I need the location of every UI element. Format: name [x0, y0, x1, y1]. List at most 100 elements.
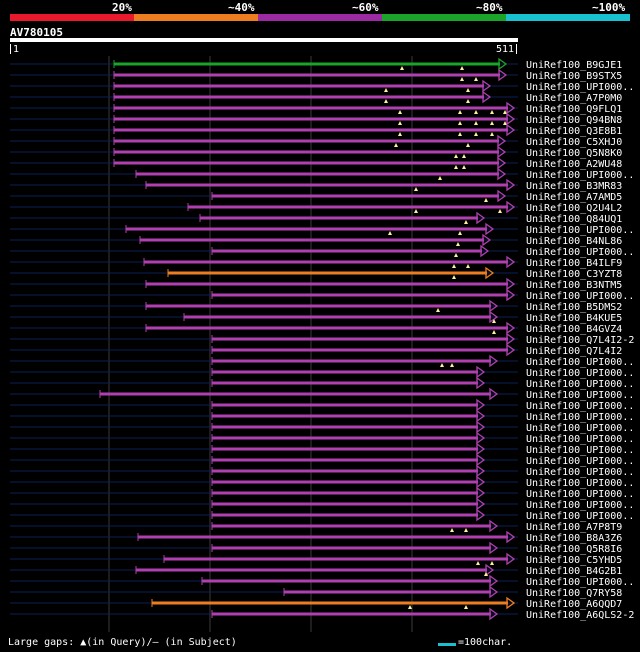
- query-gap-marker: [492, 319, 496, 323]
- hit-arrow-head: [497, 145, 507, 159]
- footer-gap-legend: Large gaps: ▲(in Query)/— (in Subject): [8, 637, 237, 648]
- hit-label: UniRef100_B4NL86: [526, 236, 622, 247]
- query-gap-marker: [384, 88, 388, 92]
- query-gap-marker: [490, 132, 494, 136]
- hit-bar: [212, 436, 478, 440]
- query-gap-marker: [458, 110, 462, 114]
- hit-arrow-head: [489, 387, 499, 401]
- hit-label: UniRef100_UPI000..: [526, 390, 634, 401]
- query-gap-marker: [438, 176, 442, 180]
- hit-bar: [136, 568, 487, 572]
- hit-bar: [114, 150, 499, 154]
- hit-row: UniRef100_UPI000..: [10, 365, 634, 379]
- query-gap-marker: [466, 88, 470, 92]
- hit-label: UniRef100_UPI000..: [526, 456, 634, 467]
- query-gap-marker: [454, 165, 458, 169]
- query-gap-marker: [394, 143, 398, 147]
- hit-label: UniRef100_C5YHD5: [526, 555, 622, 566]
- query-gap-marker: [450, 528, 454, 532]
- hit-bar: [114, 62, 500, 66]
- query-gap-marker: [398, 110, 402, 114]
- hit-arrow-head: [476, 211, 486, 225]
- hit-label: UniRef100_UPI000..: [526, 434, 634, 445]
- hit-bar: [114, 73, 500, 77]
- hit-bar: [212, 381, 478, 385]
- hit-bar: [212, 491, 478, 495]
- hit-bar: [114, 139, 499, 143]
- query-gap-marker: [492, 330, 496, 334]
- hit-label: UniRef100_UPI000..: [526, 467, 634, 478]
- hit-bar: [114, 95, 484, 99]
- hit-arrow-head: [506, 255, 516, 269]
- query-gap-marker: [466, 264, 470, 268]
- hit-row: UniRef100_B8A3Z6: [10, 530, 622, 544]
- hit-bar: [212, 546, 491, 550]
- hit-row: UniRef100_UPI000..: [10, 420, 634, 434]
- hit-label: UniRef100_UPI000..: [526, 379, 634, 390]
- hit-arrow-head: [480, 244, 490, 258]
- hit-arrow-head: [489, 607, 499, 621]
- hit-row: UniRef100_B4G2B1: [10, 563, 622, 577]
- query-gap-marker: [384, 99, 388, 103]
- scale-label: =100char.: [458, 637, 513, 648]
- hit-label: UniRef100_B5DMS2: [526, 302, 622, 313]
- legend-label-60: ~60%: [352, 1, 379, 14]
- hit-arrow-head: [489, 541, 499, 555]
- hit-row: UniRef100_B4NL86: [10, 233, 622, 247]
- hit-row: UniRef100_Q5N8K0: [10, 145, 622, 159]
- hit-row: UniRef100_Q84UQ1: [10, 211, 622, 225]
- hit-bar: [146, 183, 508, 187]
- hit-label: UniRef100_UPI000..: [526, 577, 634, 588]
- hit-arrow-head: [489, 519, 499, 533]
- hit-row: UniRef100_Q94BN8: [10, 112, 622, 126]
- ruler-start-label: 1: [13, 44, 20, 55]
- hit-label: UniRef100_C5XHJ0: [526, 137, 622, 148]
- legend-seg-60: [258, 14, 382, 21]
- hit-row: UniRef100_B5DMS2: [10, 299, 622, 313]
- hit-label: UniRef100_C3YZT8: [526, 269, 622, 280]
- hit-bar: [284, 590, 491, 594]
- hit-row: UniRef100_A6QQD7: [10, 596, 622, 610]
- hit-row: UniRef100_B3MR83: [10, 178, 622, 192]
- query-gap-marker: [503, 121, 507, 125]
- hit-arrow-head: [476, 497, 486, 511]
- hit-bar: [212, 293, 508, 297]
- legend-label-20: 20%: [112, 1, 132, 14]
- hit-bar: [212, 425, 478, 429]
- query-gap-marker: [414, 209, 418, 213]
- ruler-start-tick: [10, 44, 11, 54]
- hit-arrow-head: [476, 365, 486, 379]
- query-gap-marker: [474, 132, 478, 136]
- hit-arrow-head: [497, 134, 507, 148]
- hit-row: UniRef100_B9GJE1: [10, 57, 622, 71]
- hit-label: UniRef100_A7P8T9: [526, 522, 622, 533]
- hit-bar: [212, 524, 491, 528]
- query-gap-marker: [490, 121, 494, 125]
- hit-row: UniRef100_UPI000..: [10, 376, 634, 390]
- hit-arrow-head: [476, 431, 486, 445]
- hit-row: UniRef100_C5XHJ0: [10, 134, 622, 148]
- hit-label: UniRef100_Q7RY58: [526, 588, 622, 599]
- hit-label: UniRef100_UPI000..: [526, 478, 634, 489]
- hit-label: UniRef100_UPI000..: [526, 357, 634, 368]
- query-gap-marker: [400, 66, 404, 70]
- hit-bar: [114, 117, 508, 121]
- hit-label: UniRef100_UPI000..: [526, 423, 634, 434]
- query-gap-marker: [398, 132, 402, 136]
- query-gap-marker: [408, 605, 412, 609]
- hit-label: UniRef100_Q7L4I2-2: [526, 335, 634, 346]
- hit-bar: [188, 205, 508, 209]
- hit-row: UniRef100_Q5R8I6: [10, 541, 622, 555]
- hit-arrow-head: [489, 299, 499, 313]
- hit-row: UniRef100_UPI000..: [10, 431, 634, 445]
- hit-bar: [144, 260, 508, 264]
- legend-label-100: ~100%: [592, 1, 626, 14]
- hit-row: UniRef100_B9STX5: [10, 68, 622, 82]
- hit-arrow-head: [497, 156, 507, 170]
- hit-arrow-head: [506, 200, 516, 214]
- hit-arrow-head: [489, 574, 499, 588]
- hit-bar: [212, 249, 482, 253]
- hit-bar: [212, 370, 478, 374]
- query-gap-marker: [388, 231, 392, 235]
- legend-label-40: ~40%: [228, 1, 255, 14]
